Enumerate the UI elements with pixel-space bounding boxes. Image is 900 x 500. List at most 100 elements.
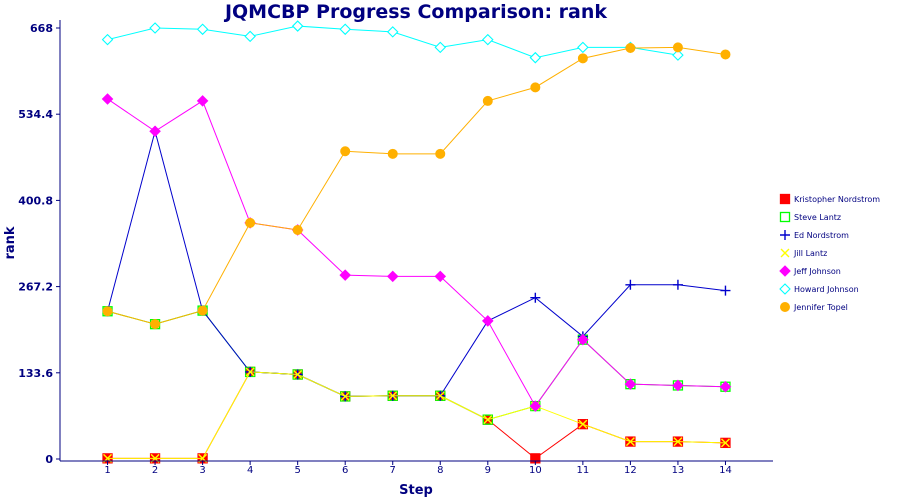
- legend-marker: [780, 302, 790, 312]
- x-axis-ticks: 1 2 3 4 5 6 7 8 9 10 11 12 13 14: [104, 461, 732, 476]
- data-point-ed-nordstrom: [672, 279, 683, 290]
- series-jeff-johnson: [101, 93, 732, 412]
- data-point-ed-nordstrom: [625, 279, 636, 290]
- data-point-jill-lantz: [578, 419, 588, 429]
- data-point-jennifer-topel: [482, 95, 493, 106]
- x-tick-label: 6: [342, 465, 348, 476]
- legend-marker: [779, 283, 791, 295]
- data-point-jennifer-topel: [102, 306, 113, 317]
- legend: Kristopher Nordstrom Steve Lantz Ed Nordst…: [779, 193, 880, 312]
- legend-label: Steve Lantz: [794, 213, 841, 222]
- data-point-jennifer-topel: [292, 224, 303, 235]
- data-point-jeff-johnson: [101, 93, 114, 105]
- data-point-howard-johnson: [386, 26, 399, 38]
- x-tick-label: 10: [529, 465, 542, 476]
- x-tick-label: 9: [485, 465, 491, 476]
- legend-label: Howard Johnson: [794, 285, 859, 294]
- series-kristopher-nordstrom: [102, 366, 731, 464]
- y-tick-label: 0: [45, 453, 53, 466]
- y-axis-title: rank: [3, 226, 18, 259]
- data-point-ed-nordstrom: [530, 292, 541, 303]
- data-point-howard-johnson: [196, 23, 209, 36]
- legend-item-jeff-johnson: Jeff Johnson: [779, 265, 841, 277]
- data-point-howard-johnson: [339, 23, 351, 36]
- series-jennifer-topel: [102, 42, 731, 330]
- legend-label: Jill Lantz: [793, 249, 827, 258]
- x-tick-label: 2: [152, 465, 158, 476]
- x-tick-label: 7: [390, 465, 396, 476]
- data-point-jeff-johnson: [577, 333, 589, 346]
- legend-item-jennifer-topel: Jennifer Topel: [780, 302, 848, 312]
- legend-marker: [779, 193, 791, 205]
- y-tick-label: 267.2: [18, 281, 53, 294]
- data-point-howard-johnson: [434, 41, 447, 54]
- y-tick-label: 133.6: [18, 367, 53, 380]
- plot-area: [101, 20, 732, 464]
- y-axis-ticks: 0 133.6 267.2 400.8 534.4 668: [18, 22, 60, 466]
- data-point-jennifer-topel: [197, 305, 208, 316]
- data-point-howard-johnson: [529, 51, 542, 64]
- legend-item-ed-nordstrom: Ed Nordstrom: [780, 230, 849, 240]
- legend-label: Ed Nordstrom: [794, 231, 849, 240]
- x-tick-label: 11: [576, 465, 589, 476]
- legend-label: Kristopher Nordstrom: [794, 195, 880, 204]
- series-line-jill-lantz: [107, 371, 726, 459]
- data-point-jill-lantz: [388, 391, 398, 401]
- data-point-howard-johnson: [149, 22, 161, 34]
- data-point-jennifer-topel: [577, 53, 588, 64]
- data-point-jennifer-topel: [625, 43, 636, 54]
- data-point-jeff-johnson: [386, 270, 399, 283]
- series-line-jennifer-topel: [107, 46, 726, 325]
- series-ed-nordstrom: [102, 126, 731, 402]
- data-point-jeff-johnson: [672, 379, 684, 392]
- series-steve-lantz: [102, 305, 731, 425]
- data-point-jeff-johnson: [149, 125, 161, 138]
- x-tick-label: 1: [104, 465, 110, 476]
- data-point-jennifer-topel: [530, 82, 541, 93]
- series-jill-lantz: [103, 367, 730, 463]
- legend-marker: [779, 211, 791, 223]
- data-point-jill-lantz: [245, 367, 255, 377]
- data-point-jennifer-topel: [720, 49, 731, 60]
- x-tick-label: 8: [437, 465, 443, 476]
- data-point-howard-johnson: [101, 33, 114, 46]
- chart-title: JQMCBP Progress Comparison: rank: [223, 1, 607, 23]
- legend-item-steve-lantz: Steve Lantz: [779, 211, 841, 223]
- data-point-jill-lantz: [720, 438, 730, 448]
- data-point-steve-lantz: [482, 414, 493, 425]
- data-point-jennifer-topel: [672, 42, 683, 53]
- data-point-jennifer-topel: [340, 146, 351, 157]
- legend-label: Jennifer Topel: [793, 303, 848, 312]
- data-point-howard-johnson: [482, 33, 494, 46]
- data-point-jennifer-topel: [245, 217, 256, 228]
- legend-marker: [780, 248, 790, 258]
- data-point-jill-lantz: [483, 415, 493, 425]
- x-tick-label: 5: [294, 465, 300, 476]
- data-point-jill-lantz: [673, 437, 683, 447]
- series-line-steve-lantz: [107, 310, 726, 421]
- data-point-howard-johnson: [244, 30, 256, 43]
- data-point-jeff-johnson: [529, 400, 542, 412]
- legend-item-jill-lantz: Jill Lantz: [780, 248, 827, 258]
- x-tick-label: 12: [624, 465, 637, 476]
- data-point-jill-lantz: [435, 391, 445, 401]
- legend-marker: [779, 265, 791, 277]
- x-tick-label: 13: [672, 465, 685, 476]
- data-point-jill-lantz: [293, 369, 303, 379]
- y-tick-label: 534.4: [18, 108, 53, 121]
- data-point-jill-lantz: [625, 437, 635, 447]
- data-point-jennifer-topel: [435, 148, 446, 159]
- y-tick-label: 668: [30, 22, 53, 35]
- data-point-jeff-johnson: [719, 380, 732, 393]
- x-tick-label: 14: [719, 465, 732, 476]
- data-point-jennifer-topel: [150, 319, 161, 330]
- data-point-jeff-johnson: [482, 315, 494, 327]
- series-line-ed-nordstrom: [107, 129, 726, 397]
- data-point-jeff-johnson: [434, 270, 447, 283]
- data-point-jill-lantz: [340, 391, 350, 401]
- series-line-jeff-johnson: [107, 98, 726, 408]
- legend-item-kristopher-nordstrom: Kristopher Nordstrom: [779, 193, 880, 205]
- x-tick-label: 4: [247, 465, 253, 476]
- data-point-howard-johnson: [291, 20, 304, 32]
